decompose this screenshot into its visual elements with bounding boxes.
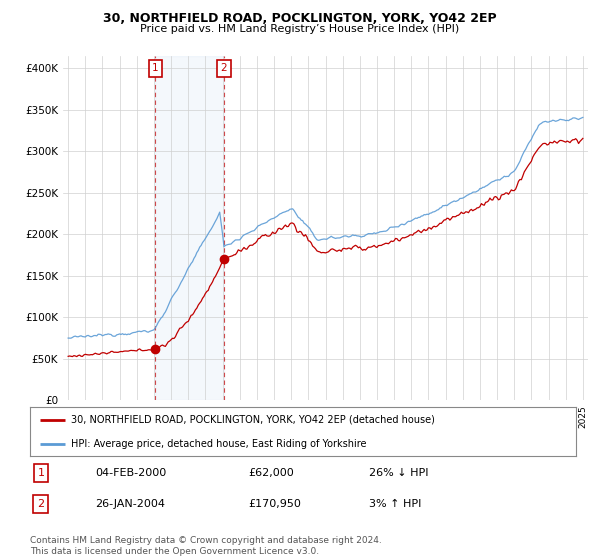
Text: 26-JAN-2004: 26-JAN-2004 (95, 499, 166, 509)
Bar (155, 56, 224, 400)
Text: 2: 2 (37, 499, 44, 509)
Text: HPI: Average price, detached house, East Riding of Yorkshire: HPI: Average price, detached house, East… (71, 438, 367, 449)
Text: 3% ↑ HPI: 3% ↑ HPI (368, 499, 421, 509)
Text: 30, NORTHFIELD ROAD, POCKLINGTON, YORK, YO42 2EP (detached house): 30, NORTHFIELD ROAD, POCKLINGTON, YORK, … (71, 415, 435, 425)
Text: 30, NORTHFIELD ROAD, POCKLINGTON, YORK, YO42 2EP: 30, NORTHFIELD ROAD, POCKLINGTON, YORK, … (103, 12, 497, 25)
Text: 1: 1 (152, 63, 159, 73)
Text: 2: 2 (220, 63, 227, 73)
Text: 26% ↓ HPI: 26% ↓ HPI (368, 468, 428, 478)
Text: Price paid vs. HM Land Registry’s House Price Index (HPI): Price paid vs. HM Land Registry’s House … (140, 24, 460, 34)
Text: 04-FEB-2000: 04-FEB-2000 (95, 468, 167, 478)
Text: £170,950: £170,950 (248, 499, 301, 509)
Text: Contains HM Land Registry data © Crown copyright and database right 2024.
This d: Contains HM Land Registry data © Crown c… (30, 536, 382, 556)
Text: £62,000: £62,000 (248, 468, 294, 478)
Text: 1: 1 (37, 468, 44, 478)
